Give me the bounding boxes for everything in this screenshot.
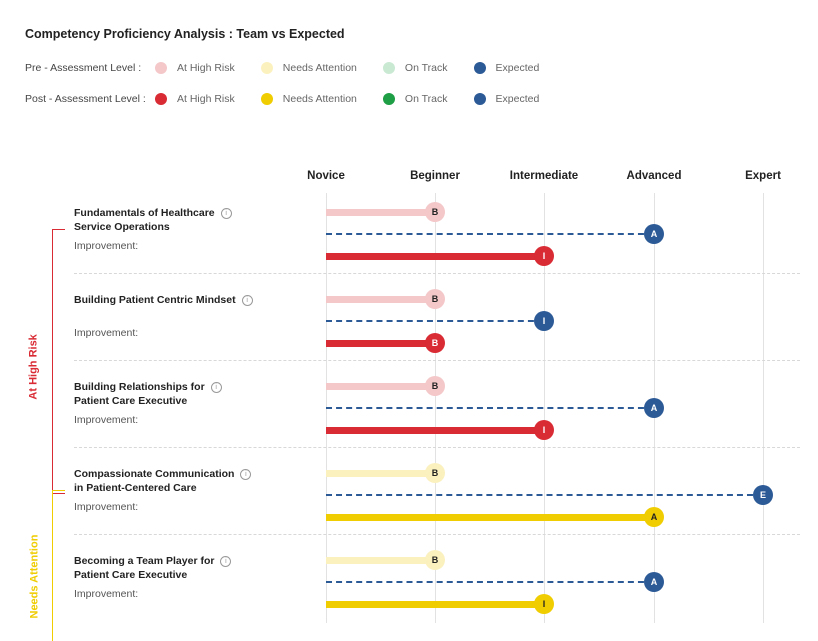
expected-marker[interactable]: A xyxy=(644,398,664,418)
competency-name-line: Service Operations xyxy=(74,221,170,233)
pre-assessment-marker[interactable]: B xyxy=(425,376,445,396)
pre-assessment-marker[interactable]: B xyxy=(425,550,445,570)
level-label: Intermediate xyxy=(509,170,579,182)
competency-name: Building Patient Centric Mindset i xyxy=(74,293,253,307)
competency-name: Compassionate Communication i in Patient-C… xyxy=(74,467,252,495)
row-separator xyxy=(74,534,800,535)
competency-name-line: Building Patient Centric Mindset xyxy=(74,294,236,306)
legend-item[interactable]: Needs Attention xyxy=(260,93,357,105)
row-separator xyxy=(74,360,800,361)
legend-dot xyxy=(382,93,395,105)
legend-dot xyxy=(473,62,486,74)
legend-item[interactable]: Expected xyxy=(473,93,540,105)
group-bracket xyxy=(52,490,65,641)
legend-dot xyxy=(260,93,273,105)
pre-assessment-bar xyxy=(326,208,435,216)
competency-name-line: Becoming a Team Player for xyxy=(74,555,215,567)
competency-name-line: Building Relationships for xyxy=(74,381,205,393)
improvement-label: Improvement: xyxy=(74,414,139,426)
legend-row: Pre - Assessment Level : At High Risk Need… xyxy=(25,60,565,76)
legend-item[interactable]: Expected xyxy=(473,62,540,74)
improvement-label: Improvement: xyxy=(74,240,139,252)
legend-dot xyxy=(260,62,273,74)
competency-name: Fundamentals of Healthcare i Service Opera… xyxy=(74,206,232,234)
chart-title: Competency Proficiency Analysis : Team v… xyxy=(25,27,345,41)
group-bracket xyxy=(52,229,65,494)
gridline xyxy=(763,193,764,623)
competency-name-line: in Patient-Centered Care xyxy=(74,482,197,494)
legend-item[interactable]: At High Risk xyxy=(155,62,235,74)
improvement-label: Improvement: xyxy=(74,588,139,600)
expected-line xyxy=(326,233,654,235)
pre-assessment-marker[interactable]: B xyxy=(425,463,445,483)
legend-row-label: Post - Assessment Level : xyxy=(25,93,146,105)
level-label: Novice xyxy=(307,170,345,182)
legend-item-label: Expected xyxy=(495,93,540,105)
legend-item-label: Expected xyxy=(495,62,540,74)
legend-item-label: On Track xyxy=(404,93,448,105)
competency-name: Becoming a Team Player for i Patient Care … xyxy=(74,554,232,582)
expected-line xyxy=(326,581,654,583)
legend-item-label: On Track xyxy=(404,62,448,74)
post-assessment-bar xyxy=(326,339,435,347)
post-assessment-bar xyxy=(326,252,544,260)
competency-name-line: Patient Care Executive xyxy=(74,569,188,581)
level-label: Advanced xyxy=(626,170,682,182)
legend-dot xyxy=(155,93,167,105)
expected-line xyxy=(326,407,654,409)
improvement-label: Improvement: xyxy=(74,501,139,513)
info-icon[interactable]: i xyxy=(241,295,253,306)
legend-dot xyxy=(155,62,167,74)
expected-marker[interactable]: A xyxy=(644,572,664,592)
expected-line xyxy=(326,494,763,496)
pre-assessment-bar xyxy=(326,556,435,564)
legend-row-label: Pre - Assessment Level : xyxy=(25,62,142,74)
group-label: At High Risk xyxy=(28,333,40,400)
post-assessment-marker[interactable]: I xyxy=(534,246,554,266)
legend-item[interactable]: On Track xyxy=(382,62,448,74)
pre-assessment-marker[interactable]: B xyxy=(425,289,445,309)
competency-name: Building Relationships for i Patient Care … xyxy=(74,380,222,408)
competency-name-line: Patient Care Executive xyxy=(74,395,188,407)
legend-item-label: At High Risk xyxy=(177,62,235,74)
info-icon[interactable]: i xyxy=(210,382,222,393)
legend-row: Post - Assessment Level : At High Risk Nee… xyxy=(25,91,565,107)
level-label: Beginner xyxy=(410,170,460,182)
info-icon[interactable]: i xyxy=(220,208,232,219)
competency-name-line: Compassionate Communication xyxy=(74,468,235,480)
row-separator xyxy=(74,447,800,448)
info-icon[interactable]: i xyxy=(240,469,252,480)
legend-item-label: Needs Attention xyxy=(282,93,357,105)
legend-item-label: Needs Attention xyxy=(282,62,357,74)
expected-marker[interactable]: A xyxy=(644,224,664,244)
group-label: Needs Attention xyxy=(28,534,40,619)
expected-marker[interactable]: E xyxy=(753,485,773,505)
legend-item-label: At High Risk xyxy=(177,93,235,105)
pre-assessment-bar xyxy=(326,469,435,477)
expected-marker[interactable]: I xyxy=(534,311,554,331)
legend-item[interactable]: At High Risk xyxy=(155,93,235,105)
pre-assessment-marker[interactable]: B xyxy=(425,202,445,222)
post-assessment-marker[interactable]: B xyxy=(425,333,445,353)
legend-item[interactable]: Needs Attention xyxy=(260,62,357,74)
improvement-label: Improvement: xyxy=(74,327,139,339)
post-assessment-marker[interactable]: A xyxy=(644,507,664,527)
legend-dot xyxy=(382,62,395,74)
pre-assessment-bar xyxy=(326,382,435,390)
post-assessment-bar xyxy=(326,600,544,608)
post-assessment-marker[interactable]: I xyxy=(534,420,554,440)
row-separator xyxy=(74,273,800,274)
legend-item[interactable]: On Track xyxy=(382,93,448,105)
legend-dot xyxy=(473,93,486,105)
post-assessment-marker[interactable]: I xyxy=(534,594,554,614)
level-label: Expert xyxy=(745,170,781,182)
expected-line xyxy=(326,320,544,322)
post-assessment-bar xyxy=(326,426,544,434)
competency-name-line: Fundamentals of Healthcare xyxy=(74,207,215,219)
info-icon[interactable]: i xyxy=(220,556,232,567)
pre-assessment-bar xyxy=(326,295,435,303)
post-assessment-bar xyxy=(326,513,654,521)
